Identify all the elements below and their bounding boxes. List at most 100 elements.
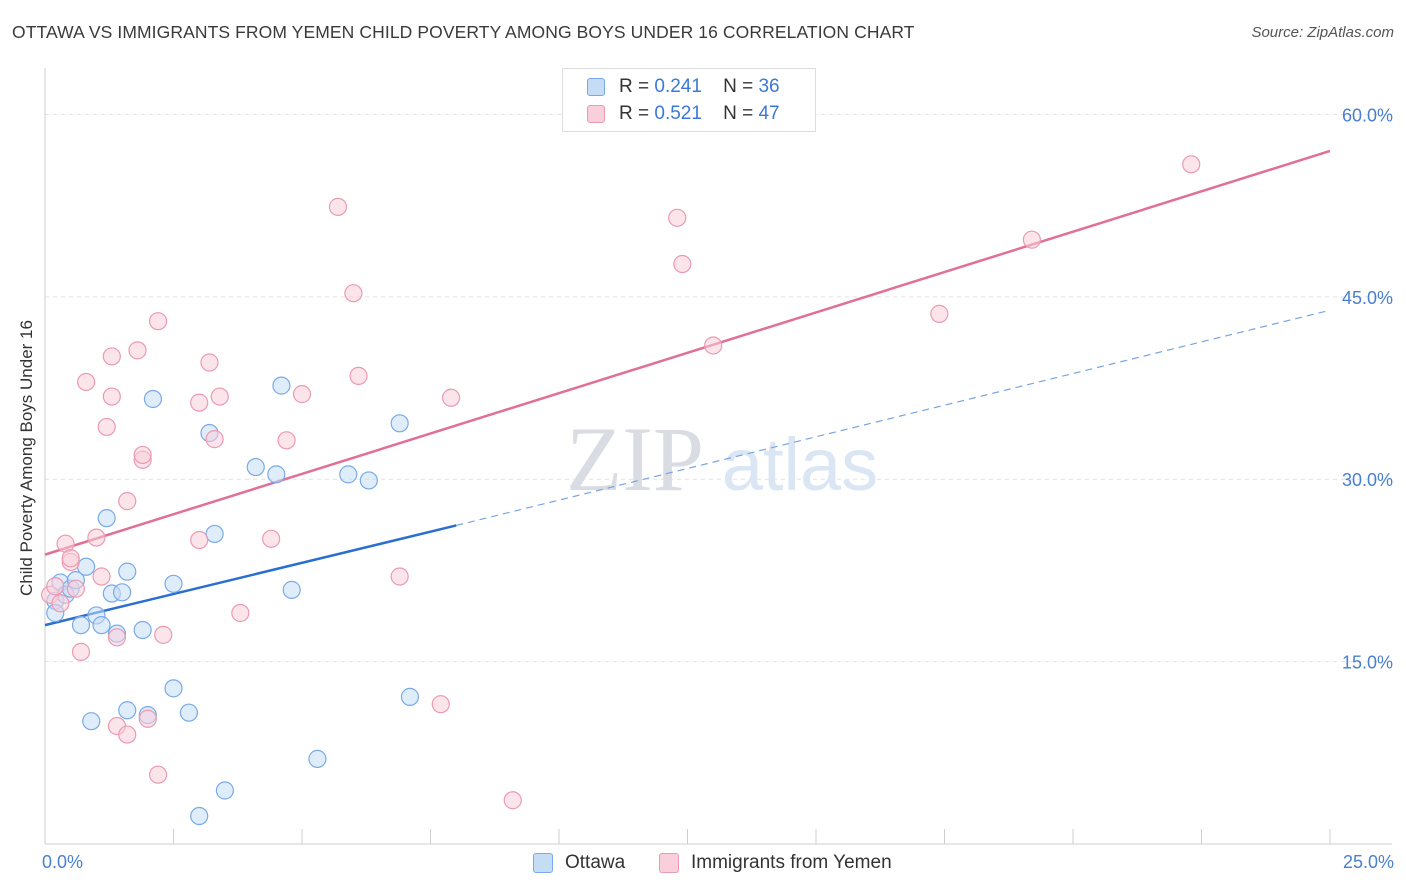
stats-legend: R = 0.241 N = 36 R = 0.521 N = 47 — [562, 68, 816, 132]
yemen-point — [102, 347, 121, 366]
yemen-point — [133, 445, 152, 465]
yemen-legend-swatch — [659, 853, 679, 873]
trend-line-yemen — [44, 149, 1331, 556]
yemen-point — [349, 366, 368, 385]
ottawa-point — [118, 701, 137, 720]
x-tick-min: 0.0% — [42, 852, 84, 872]
yemen-point — [118, 492, 137, 511]
y-tick-labels: 15.0% 30.0% 45.0% 60.0% — [1342, 105, 1393, 672]
legend-label-yemen: Immigrants from Yemen — [691, 852, 892, 873]
trend-line-ottawa-extension — [456, 309, 1331, 527]
yemen-point — [328, 197, 348, 216]
yemen-point — [930, 304, 949, 323]
yemen-point — [441, 388, 461, 407]
y-tick-label: 15.0% — [1342, 653, 1393, 673]
yemen-point — [503, 791, 522, 810]
ottawa-point — [118, 562, 137, 581]
yemen-point — [51, 594, 70, 613]
trend-lines — [44, 149, 1331, 627]
ottawa-point — [400, 687, 420, 706]
trend-line-ottawa — [44, 524, 457, 627]
yemen-point — [668, 208, 687, 227]
yemen-point — [205, 430, 224, 449]
ottawa-point — [97, 509, 116, 528]
y-tick-label: 30.0% — [1342, 470, 1393, 490]
r-label: R = — [619, 103, 650, 124]
ottawa-point — [339, 465, 358, 484]
yemen-point — [673, 254, 692, 274]
ottawa-point — [190, 806, 209, 826]
ottawa-point — [215, 781, 234, 800]
yemen-point — [262, 529, 281, 548]
yemen-point — [154, 625, 173, 644]
n-label: N = — [723, 103, 754, 124]
ottawa-point — [77, 557, 96, 576]
watermark: ZIP atlas — [566, 408, 878, 510]
yemen-point — [102, 387, 121, 406]
ottawa-point — [164, 679, 183, 698]
yemen-swatch — [587, 105, 605, 123]
yemen-point — [390, 567, 409, 586]
yemen-point — [138, 709, 157, 728]
ottawa-point — [71, 616, 91, 635]
yemen-point — [1022, 230, 1041, 249]
ottawa-legend-swatch — [533, 853, 553, 873]
yemen-point — [128, 341, 147, 360]
source-label: Source: ZipAtlas.com — [1251, 24, 1394, 41]
yemen-point — [431, 695, 450, 714]
yemen-point — [77, 372, 96, 392]
series-legend: Ottawa Immigrants from Yemen — [0, 852, 1406, 878]
yemen-point — [46, 577, 65, 596]
r-label: R = — [619, 76, 650, 97]
yemen-point — [200, 353, 219, 372]
data-points — [41, 155, 1201, 826]
ottawa-point — [82, 712, 101, 731]
yemen-point — [92, 567, 111, 586]
ottawa-point — [164, 574, 183, 593]
yemen-point — [190, 393, 209, 412]
stats-row-yemen: R = 0.521 N = 47 — [587, 102, 780, 126]
watermark-zip: ZIP — [566, 408, 704, 510]
ottawa-swatch — [587, 78, 605, 96]
gridlines — [45, 113, 1392, 663]
ottawa-point — [143, 389, 163, 409]
ottawa-point — [390, 414, 409, 433]
yemen-point — [87, 528, 106, 547]
ottawa-point — [272, 376, 291, 395]
yemen-point — [66, 579, 85, 598]
yemen-point — [107, 628, 127, 647]
stats-row-ottawa: R = 0.241 N = 36 — [587, 75, 780, 99]
x-tick-max: 25.0% — [1342, 852, 1394, 872]
ottawa-point — [246, 457, 265, 477]
ottawa-point — [179, 703, 199, 722]
yemen-point — [148, 312, 168, 331]
yemen-point — [61, 549, 80, 568]
axes — [44, 68, 1392, 845]
n-value: 36 — [758, 76, 780, 97]
yemen-point — [344, 284, 363, 303]
yemen-point — [148, 765, 168, 784]
ottawa-point — [205, 524, 224, 544]
legend-item-ottawa: Ottawa — [533, 852, 625, 874]
y-tick-label: 45.0% — [1342, 288, 1393, 308]
ottawa-point — [92, 616, 111, 635]
ottawa-point — [112, 583, 132, 602]
y-tick-label: 60.0% — [1342, 105, 1393, 125]
legend-item-yemen: Immigrants from Yemen — [659, 852, 892, 874]
r-value: 0.241 — [654, 76, 702, 97]
ottawa-point — [282, 580, 301, 599]
n-label: N = — [723, 76, 754, 97]
yemen-point — [210, 387, 229, 406]
legend-label-ottawa: Ottawa — [565, 852, 626, 873]
yemen-point — [118, 725, 137, 744]
yemen-point — [277, 431, 296, 450]
yemen-point — [1182, 155, 1201, 174]
chart-title: OTTAWA VS IMMIGRANTS FROM YEMEN CHILD PO… — [12, 22, 915, 42]
yemen-point — [71, 642, 91, 661]
ottawa-point — [267, 465, 286, 484]
yemen-point — [704, 336, 723, 355]
yemen-point — [231, 603, 250, 623]
ottawa-point — [308, 749, 327, 768]
n-value: 47 — [758, 103, 780, 124]
